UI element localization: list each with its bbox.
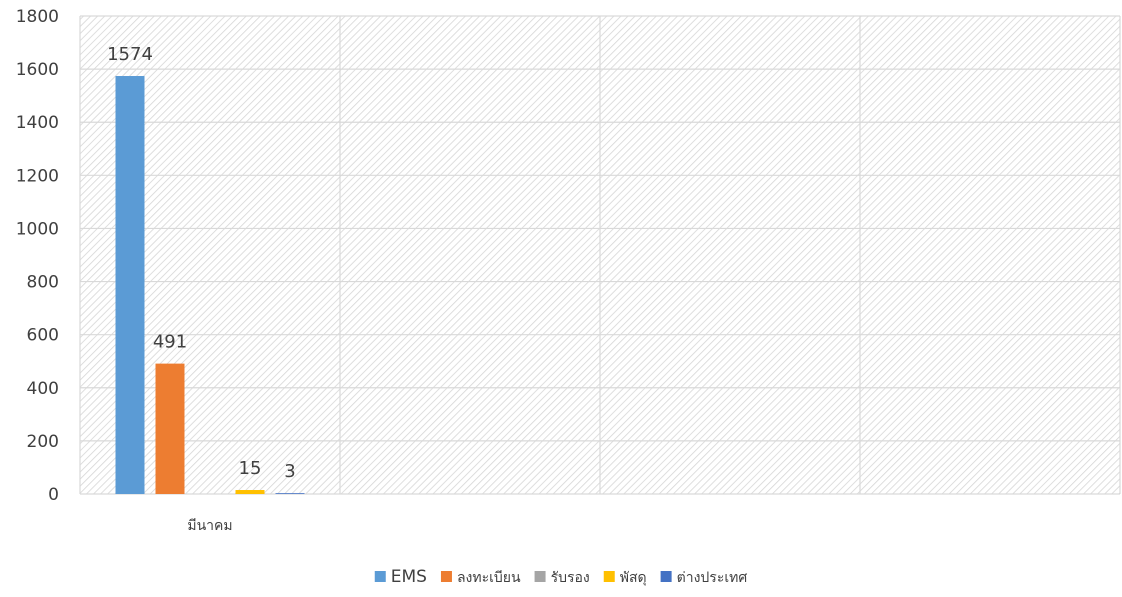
y-tick-label: 400 <box>27 379 59 399</box>
category-labels: มีนาคม <box>187 518 232 534</box>
gridlines <box>79 15 1121 495</box>
legend-swatch <box>660 571 672 582</box>
category-label: มีนาคม <box>187 518 232 534</box>
legend-swatch <box>534 571 546 582</box>
bar-4-0 <box>235 490 265 494</box>
legend-item: รับรอง <box>534 570 590 586</box>
legend-item: EMS <box>374 567 427 587</box>
data-label: 15 <box>239 458 262 479</box>
legend-label: EMS <box>391 567 427 587</box>
y-tick-label: 1600 <box>16 60 59 80</box>
y-tick-label: 1000 <box>16 219 59 239</box>
legend-label: รับรอง <box>551 570 590 586</box>
bar-5-0 <box>275 493 305 494</box>
y-tick-label: 1200 <box>16 166 59 186</box>
data-labels: 1574 491 15 3 <box>107 44 296 482</box>
bars <box>115 76 305 494</box>
data-label: 3 <box>284 461 295 482</box>
legend-item: ลงทะเบียน <box>440 570 521 586</box>
y-tick-label: 600 <box>27 326 59 346</box>
data-label: 1574 <box>107 44 153 65</box>
y-tick-label: 800 <box>27 273 59 293</box>
bar-2-0 <box>155 363 185 494</box>
legend-swatch <box>603 571 615 582</box>
legend-swatch <box>374 571 386 582</box>
legend-item: พัสดุ <box>603 570 647 586</box>
legend-label: ต่างประเทศ <box>677 570 748 586</box>
data-label: 491 <box>153 332 187 353</box>
y-tick-label: 1400 <box>16 113 59 133</box>
y-tick-label: 200 <box>27 432 59 452</box>
legend: EMS ลงทะเบียน รับรอง พัสดุ ต่างประเทศ <box>374 567 748 587</box>
y-axis-tick-labels: 0 200 400 600 800 1000 1200 1400 1600 1800 <box>16 7 59 505</box>
y-tick-label: 1800 <box>16 7 59 27</box>
bar-1-0 <box>115 76 145 494</box>
legend-label: พัสดุ <box>620 570 647 586</box>
legend-item: ต่างประเทศ <box>660 570 748 586</box>
legend-label: ลงทะเบียน <box>457 570 521 586</box>
legend-swatch <box>440 571 452 582</box>
y-tick-label: 0 <box>48 485 59 505</box>
